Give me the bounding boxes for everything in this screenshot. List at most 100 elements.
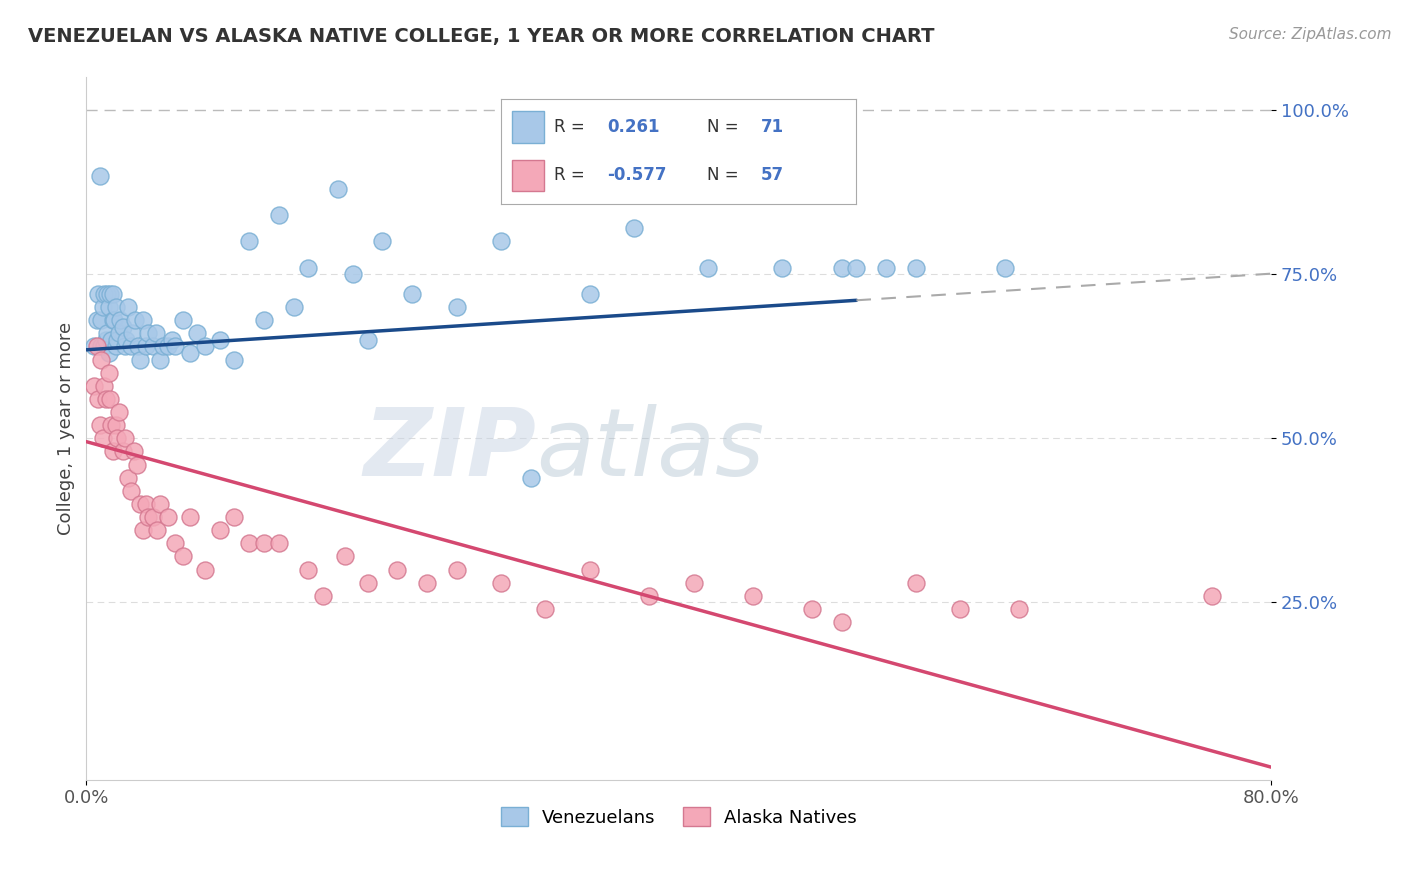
Point — [179, 346, 201, 360]
Point — [152, 339, 174, 353]
Point — [128, 497, 150, 511]
Point — [875, 260, 897, 275]
Point — [94, 392, 117, 406]
Point — [124, 313, 146, 327]
Point — [623, 221, 645, 235]
Point — [489, 575, 512, 590]
Point — [194, 563, 217, 577]
Point — [86, 339, 108, 353]
Point — [801, 602, 824, 616]
Point — [98, 392, 121, 406]
Point — [949, 602, 972, 616]
Point — [638, 589, 661, 603]
Point — [579, 287, 602, 301]
Point — [519, 471, 541, 485]
Point — [93, 339, 115, 353]
Point — [387, 563, 409, 577]
Point — [94, 333, 117, 347]
Point — [165, 339, 187, 353]
Point — [267, 208, 290, 222]
Point — [156, 510, 179, 524]
Point — [83, 339, 105, 353]
Point — [267, 536, 290, 550]
Point — [100, 418, 122, 433]
Text: VENEZUELAN VS ALASKA NATIVE COLLEGE, 1 YEAR OR MORE CORRELATION CHART: VENEZUELAN VS ALASKA NATIVE COLLEGE, 1 Y… — [28, 27, 935, 45]
Text: Source: ZipAtlas.com: Source: ZipAtlas.com — [1229, 27, 1392, 42]
Point — [128, 352, 150, 367]
Point — [904, 260, 927, 275]
Point — [534, 602, 557, 616]
Point — [208, 333, 231, 347]
Point — [297, 260, 319, 275]
Point — [993, 260, 1015, 275]
Point — [112, 444, 135, 458]
Point — [179, 510, 201, 524]
Point — [146, 523, 169, 537]
Point — [108, 405, 131, 419]
Point — [142, 339, 165, 353]
Point — [1008, 602, 1031, 616]
Point — [104, 418, 127, 433]
Point — [89, 418, 111, 433]
Point — [87, 287, 110, 301]
Point — [489, 235, 512, 249]
Point — [104, 339, 127, 353]
Point — [114, 431, 136, 445]
Point — [101, 444, 124, 458]
Legend: Venezuelans, Alaska Natives: Venezuelans, Alaska Natives — [494, 800, 865, 834]
Point — [697, 260, 720, 275]
Point — [149, 352, 172, 367]
Point — [122, 444, 145, 458]
Point — [335, 549, 357, 564]
Point — [115, 333, 138, 347]
Point — [120, 483, 142, 498]
Point — [87, 392, 110, 406]
Point — [208, 523, 231, 537]
Point — [312, 589, 335, 603]
Point — [194, 339, 217, 353]
Point — [91, 300, 114, 314]
Point — [342, 268, 364, 282]
Point — [238, 536, 260, 550]
Point — [579, 563, 602, 577]
Point — [112, 319, 135, 334]
Point — [110, 313, 132, 327]
Point — [904, 575, 927, 590]
Point — [103, 313, 125, 327]
Point — [86, 313, 108, 327]
Point — [224, 352, 246, 367]
Point — [104, 300, 127, 314]
Point — [96, 326, 118, 341]
Point — [97, 366, 120, 380]
Point — [117, 300, 139, 314]
Point — [142, 510, 165, 524]
Point — [326, 182, 349, 196]
Text: ZIP: ZIP — [364, 403, 537, 496]
Point — [357, 575, 380, 590]
Point — [121, 326, 143, 341]
Point — [89, 169, 111, 183]
Point — [93, 287, 115, 301]
Point — [131, 523, 153, 537]
Point — [127, 339, 149, 353]
Point — [135, 497, 157, 511]
Point — [101, 313, 124, 327]
Point — [135, 339, 157, 353]
Point — [1201, 589, 1223, 603]
Point — [238, 235, 260, 249]
Point — [845, 260, 868, 275]
Point — [682, 575, 704, 590]
Point — [253, 536, 276, 550]
Point — [91, 431, 114, 445]
Point — [770, 260, 793, 275]
Point — [357, 333, 380, 347]
Point — [831, 260, 853, 275]
Point — [283, 300, 305, 314]
Point — [172, 549, 194, 564]
Point — [297, 563, 319, 577]
Point — [224, 510, 246, 524]
Point — [105, 431, 128, 445]
Point — [101, 287, 124, 301]
Point — [165, 536, 187, 550]
Point — [114, 339, 136, 353]
